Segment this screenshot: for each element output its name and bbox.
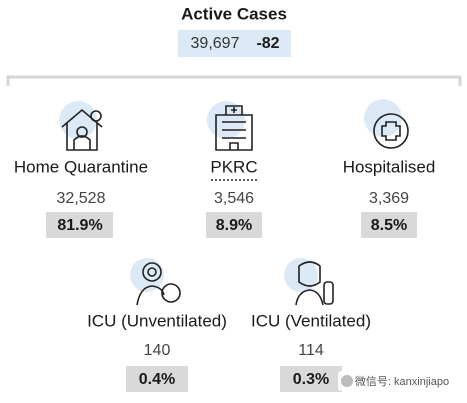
percent-box bbox=[206, 212, 262, 238]
item-count: 140 bbox=[144, 342, 171, 359]
item-count: 3,369 bbox=[369, 190, 409, 207]
percent-box bbox=[126, 366, 188, 392]
percent-box bbox=[280, 366, 342, 392]
hospital-icon bbox=[364, 99, 409, 149]
watermark-text: 微信号: kanxinjiapo bbox=[355, 374, 449, 388]
item-percent: 8.5% bbox=[371, 217, 407, 234]
item-count: 3,546 bbox=[214, 190, 254, 207]
icu-unventilated-icon bbox=[130, 258, 181, 306]
item-percent: 8.9% bbox=[216, 217, 252, 234]
pkrc-icon bbox=[207, 101, 253, 151]
home-icon bbox=[59, 101, 103, 151]
divider bbox=[6, 75, 462, 86]
item-percent: 81.9% bbox=[57, 217, 102, 234]
icu-ventilated-icon bbox=[284, 258, 334, 306]
item-count: 114 bbox=[298, 342, 324, 359]
title: Active Cases bbox=[181, 4, 287, 23]
total: 39,697 bbox=[191, 35, 240, 52]
percent-box bbox=[361, 212, 417, 238]
item-percent: 0.4% bbox=[139, 371, 175, 388]
item-label: Hospitalised bbox=[343, 157, 436, 176]
percent-box bbox=[46, 212, 113, 238]
change: -82 bbox=[256, 35, 279, 52]
item-label: ICU (Unventilated) bbox=[87, 311, 227, 330]
item-count: 32,528 bbox=[57, 190, 106, 207]
item-percent: 0.3% bbox=[293, 371, 329, 388]
item-label: Home Quarantine bbox=[14, 157, 148, 176]
total-box bbox=[178, 30, 291, 57]
item-label: PKRC bbox=[210, 157, 257, 176]
watermark: 微信号: kanxinjiapo bbox=[338, 371, 462, 391]
item-label: ICU (Ventilated) bbox=[251, 311, 371, 330]
